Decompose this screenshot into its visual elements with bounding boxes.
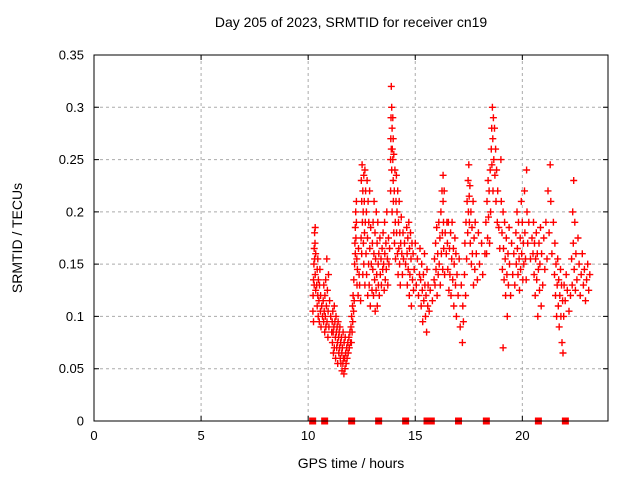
- x-axis-label: GPS time / hours: [297, 455, 405, 471]
- y-tick-label: 0.3: [66, 100, 84, 115]
- data-points: [309, 82, 594, 378]
- y-tick-label: 0.15: [59, 257, 84, 272]
- y-tick-label: 0.35: [59, 48, 84, 63]
- y-tick-label: 0.05: [59, 361, 84, 376]
- x-tick-label: 15: [408, 428, 422, 443]
- y-tick-labels: 0 0.05 0.1 0.15 0.2 0.25 0.3 0.35: [59, 48, 84, 429]
- y-tick-label: 0: [77, 414, 84, 429]
- chart-title: Day 205 of 2023, SRMTID for receiver cn1…: [214, 14, 488, 30]
- plot-border-and-ticks: [93, 54, 609, 422]
- y-tick-label: 0.1: [66, 309, 84, 324]
- y-tick-label: 0.25: [59, 152, 84, 167]
- x-tick-label: 20: [515, 428, 529, 443]
- x-tick-labels: 0 5 10 15 20: [90, 428, 529, 443]
- x-tick-label: 0: [90, 428, 97, 443]
- x-tick-label: 10: [301, 428, 315, 443]
- x-tick-label: 5: [197, 428, 204, 443]
- y-tick-label: 0.2: [66, 204, 84, 219]
